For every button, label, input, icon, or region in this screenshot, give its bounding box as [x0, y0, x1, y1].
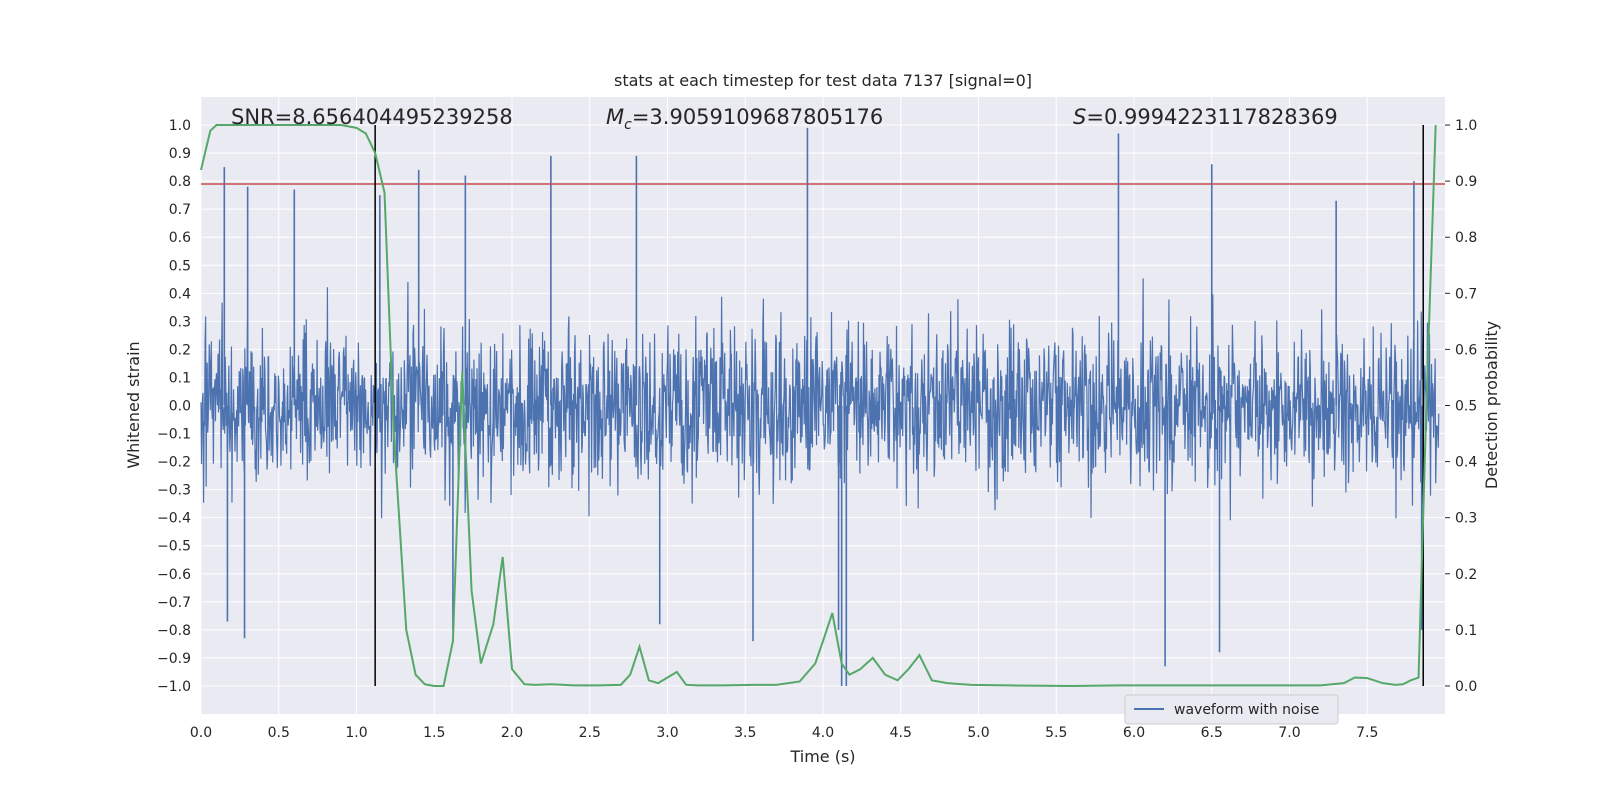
- y-axis-label-right: Detection probability: [1482, 321, 1501, 489]
- significance-symbol: S: [1073, 105, 1086, 129]
- significance-value: =0.9994223117828369: [1086, 105, 1337, 129]
- y-tick-label-left: 0.0: [169, 399, 191, 415]
- x-tick-label: 0.5: [268, 725, 290, 741]
- y-tick-label-right: 0.8: [1455, 230, 1477, 246]
- y-tick-label-right: 0.0: [1455, 679, 1477, 695]
- x-tick-label: 4.5: [890, 725, 912, 741]
- y-tick-label-left: 0.7: [169, 202, 191, 218]
- y-tick-label-left: −0.5: [157, 539, 191, 555]
- strain-line: [200, 278, 1440, 521]
- x-tick-label: 2.0: [501, 725, 523, 741]
- y-tick-label-left: −0.7: [157, 595, 191, 611]
- y-tick-label-right: 0.4: [1455, 455, 1477, 471]
- significance-annotation: S=0.9994223117828369: [1073, 105, 1338, 129]
- y-tick-label-left: 0.6: [169, 230, 191, 246]
- y-tick-label-right: 0.9: [1455, 174, 1477, 190]
- legend-label: waveform with noise: [1174, 702, 1319, 718]
- probability-series: [200, 124, 1437, 687]
- y-tick-label-right: 0.6: [1455, 342, 1477, 358]
- y-tick-label-left: −0.2: [157, 455, 191, 471]
- y-tick-label-left: −0.6: [157, 567, 191, 583]
- y-tick-label-left: −0.4: [157, 511, 191, 527]
- x-tick-label: 4.0: [812, 725, 834, 741]
- y-tick-label-right: 0.1: [1455, 623, 1477, 639]
- x-tick-label: 6.5: [1201, 725, 1223, 741]
- overlay-lines: [201, 125, 1445, 686]
- x-tick-label: 3.0: [656, 725, 678, 741]
- y-tick-label-left: 0.9: [169, 146, 191, 162]
- x-tick-label: 5.5: [1045, 725, 1067, 741]
- y-tick-label-left: −0.1: [157, 427, 191, 443]
- x-tick-label: 6.0: [1123, 725, 1145, 741]
- y-tick-label-left: −0.9: [157, 651, 191, 667]
- x-tick-label: 7.0: [1278, 725, 1300, 741]
- chirp-mass-symbol: M: [606, 105, 624, 129]
- x-tick-label: 5.0: [967, 725, 989, 741]
- x-tick-label: 2.5: [579, 725, 601, 741]
- x-tick-label: 1.0: [345, 725, 367, 741]
- x-tick-label: 3.5: [734, 725, 756, 741]
- x-tick-label: 0.0: [190, 725, 212, 741]
- probability-line: [200, 124, 1437, 687]
- strain-series: [200, 127, 1440, 686]
- y-tick-label-right: 0.2: [1455, 567, 1477, 583]
- y-tick-label-right: 1.0: [1455, 118, 1477, 134]
- y-tick-label-left: 0.1: [169, 370, 191, 386]
- y-tick-label-right: 0.7: [1455, 286, 1477, 302]
- y-ticks-right: 1.0 0.9 0.8 0.7 0.6 0.5 0.4 0.3 0.2 0.1 0.0: [1445, 118, 1477, 695]
- x-tick-label: 1.5: [423, 725, 445, 741]
- y-tick-label-left: 0.8: [169, 174, 191, 190]
- chirp-mass-subscript: c: [624, 117, 632, 133]
- x-ticks: 0.0 0.5 1.0 1.5 2.0 2.5 3.0 3.5 4.0 4.5 5.0 5.5 6.0 6…: [190, 725, 1379, 741]
- x-tick-label: 7.5: [1356, 725, 1378, 741]
- y-tick-label-right: 0.5: [1455, 399, 1477, 415]
- y-tick-label-left: 1.0: [169, 118, 191, 134]
- y-tick-label-left: 0.5: [169, 258, 191, 274]
- chirp-mass-value: =3.9059109687805176: [632, 105, 883, 129]
- y-tick-label-left: −1.0: [157, 679, 191, 695]
- x-axis-label: Time (s): [789, 747, 855, 766]
- y-tick-label-right: 0.3: [1455, 511, 1477, 527]
- y-tick-label-left: 0.3: [169, 314, 191, 330]
- y-tick-label-left: 0.2: [169, 342, 191, 358]
- y-tick-label-left: −0.8: [157, 623, 191, 639]
- y-tick-label-left: −0.3: [157, 483, 191, 499]
- chart-title: stats at each timestep for test data 713…: [614, 71, 1032, 90]
- y-tick-label-left: 0.4: [169, 286, 191, 302]
- legend: waveform with noise: [1124, 694, 1339, 725]
- y-ticks-left: 1.0 0.9 0.8 0.7 0.6 0.5 0.4 0.3 0.2 0.1 0.0 −0.1 −0.…: [157, 118, 191, 695]
- legend-box: [1124, 694, 1339, 725]
- chirp-mass-annotation: Mc=3.9059109687805176: [606, 105, 883, 133]
- snr-annotation: SNR=8.656404495239258: [231, 105, 513, 129]
- y-axis-label-left: Whitened strain: [124, 341, 143, 468]
